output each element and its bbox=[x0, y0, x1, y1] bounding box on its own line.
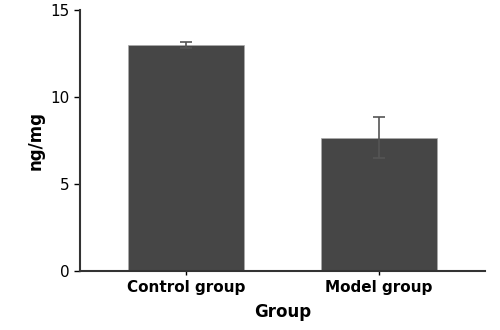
Y-axis label: ng/mg: ng/mg bbox=[27, 111, 45, 170]
Bar bbox=[321, 138, 437, 271]
X-axis label: Group: Group bbox=[254, 303, 311, 321]
Bar bbox=[128, 45, 244, 271]
